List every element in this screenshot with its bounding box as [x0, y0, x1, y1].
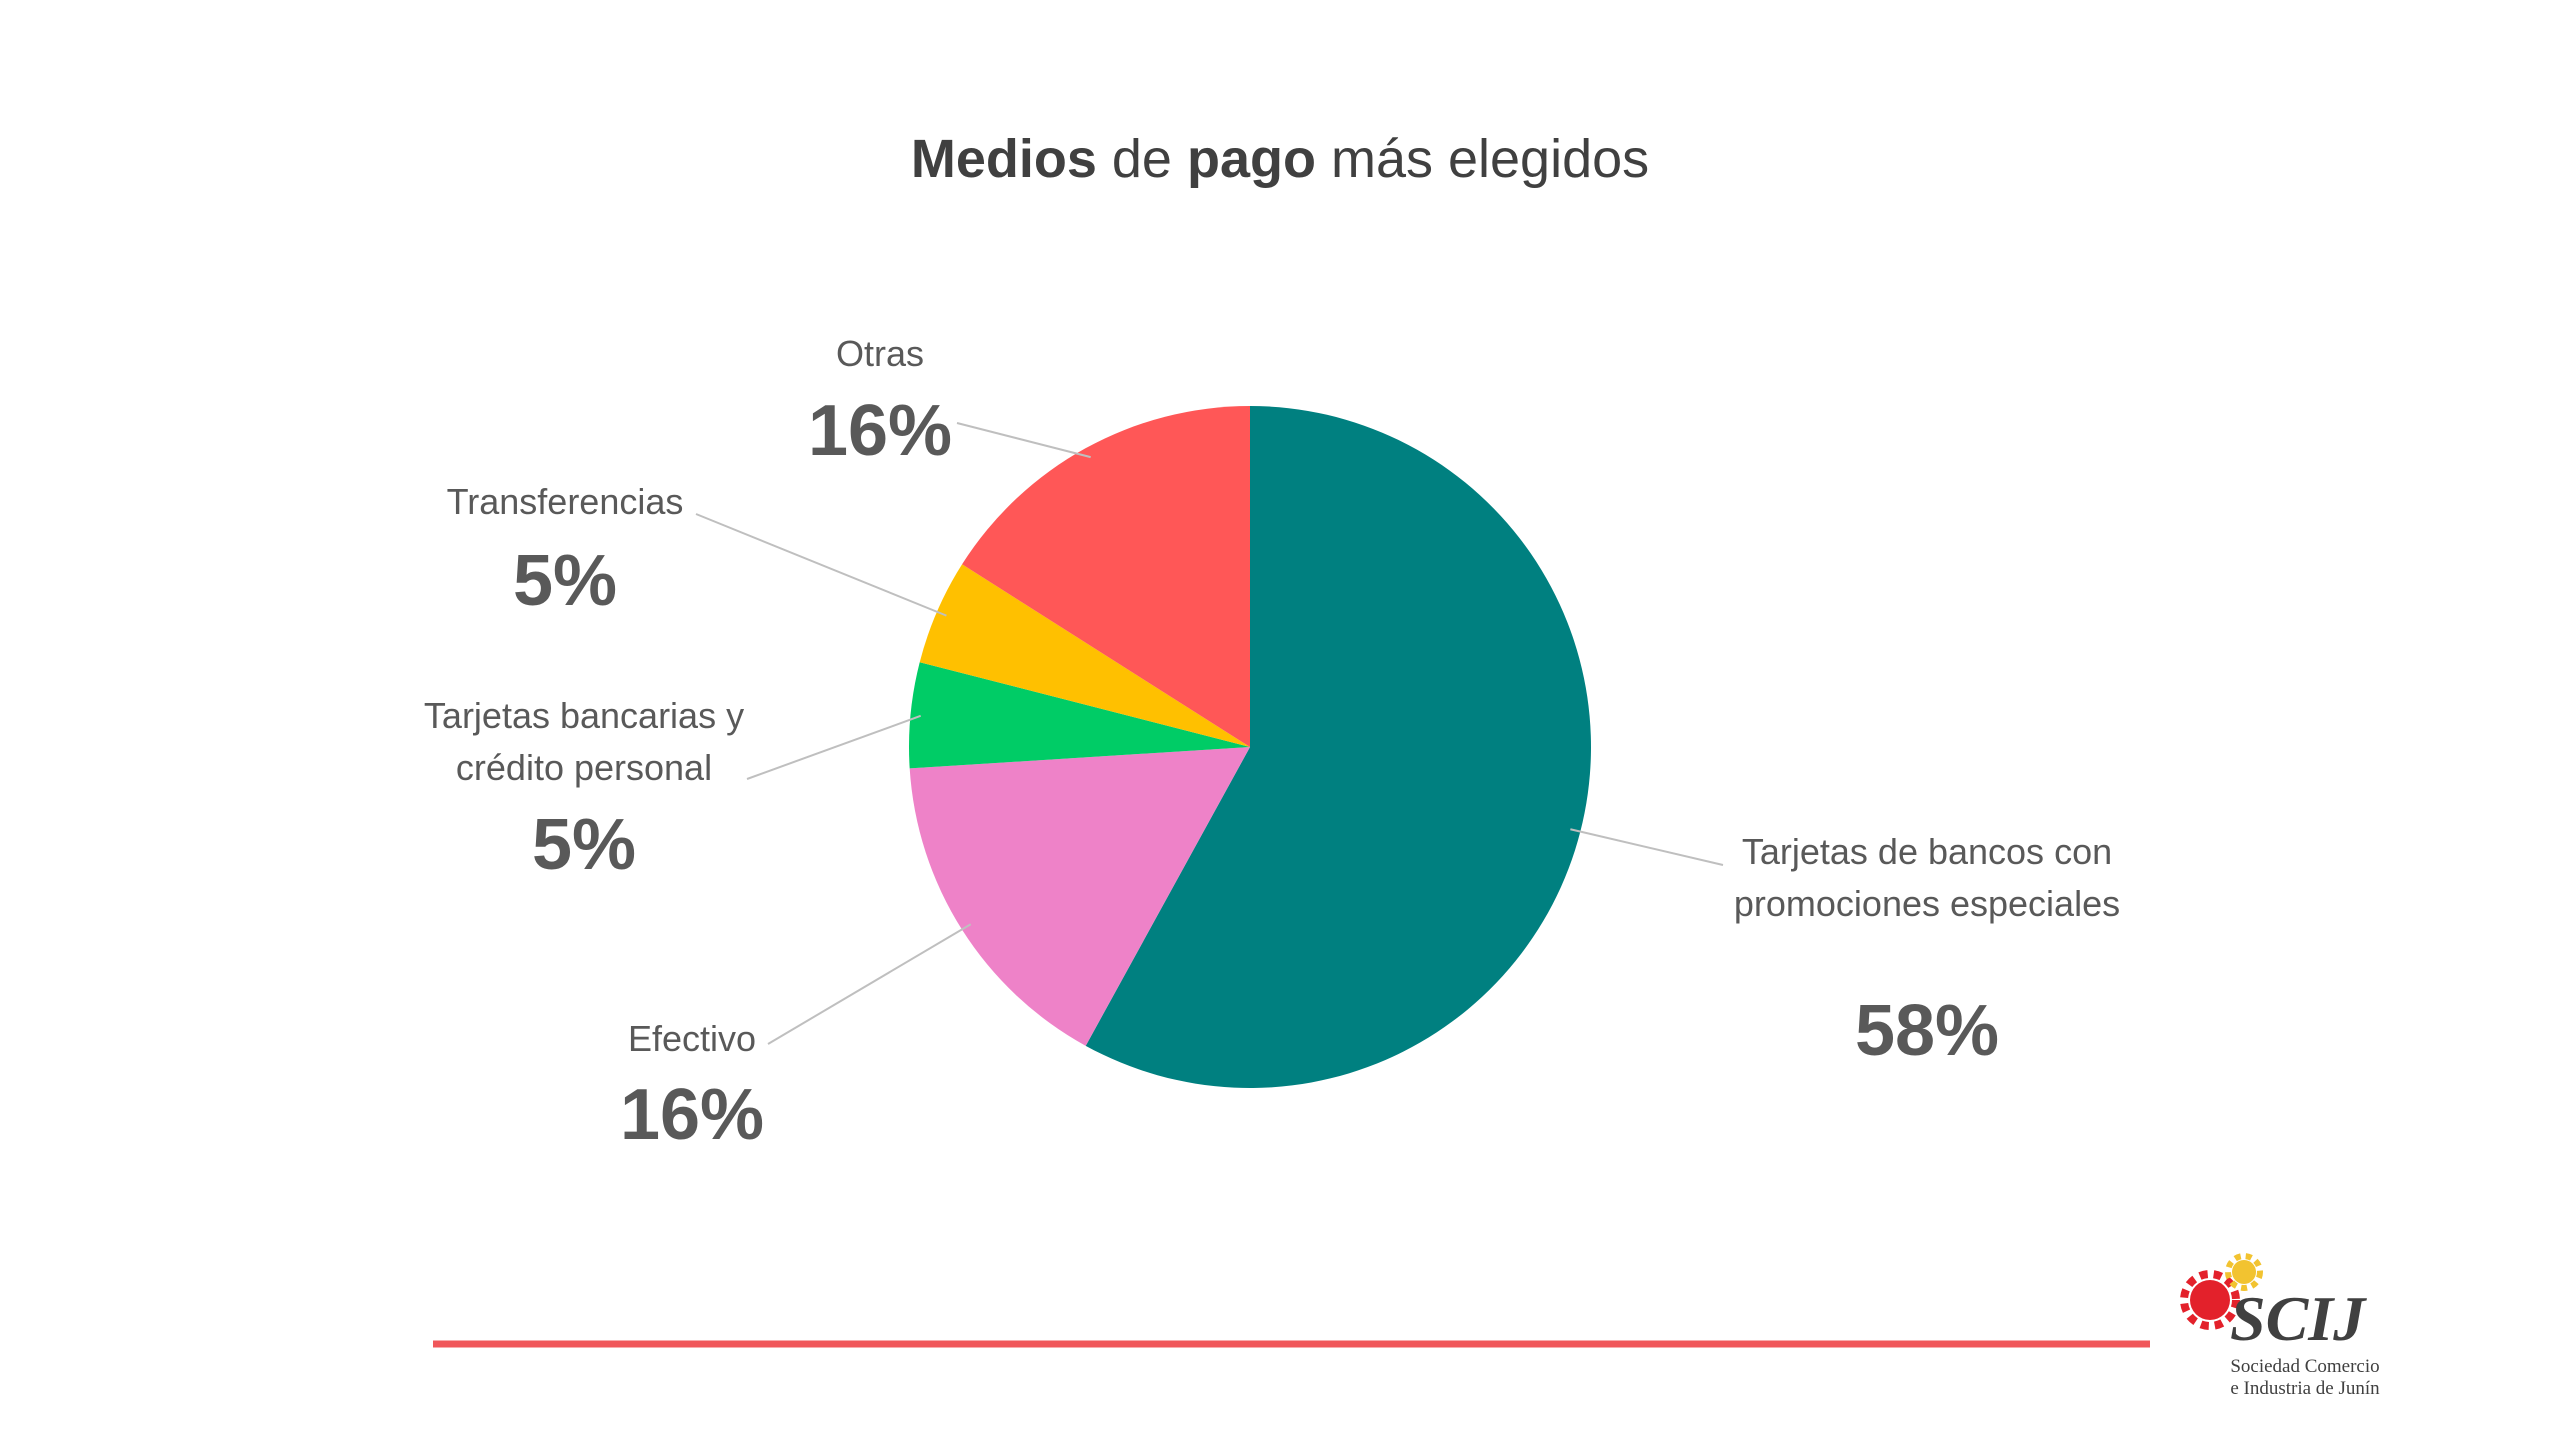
- pie-slice: [909, 662, 1250, 769]
- value-label: 5%: [531, 805, 637, 885]
- pie-slice: [909, 747, 1250, 1046]
- logo-text: Sociedad Comercio: [2230, 1356, 2380, 1377]
- leader-line: [695, 513, 947, 617]
- slice-label: Otras: [835, 333, 924, 374]
- slice-label: Transferencias: [446, 481, 684, 522]
- slice-label: Efectivo: [627, 1018, 757, 1059]
- logo-icon: [2180, 1253, 2263, 1330]
- value-label: 16%: [619, 1075, 765, 1155]
- value-label: 5%: [512, 541, 618, 621]
- slice-label: Tarjetas de bancos con promociones espec…: [1733, 831, 2121, 924]
- chart-title: Medios de pago más elegidos: [0, 128, 2560, 190]
- title-part: Medios: [910, 129, 1097, 189]
- leader-line: [956, 422, 1091, 459]
- title-part: más elegidos: [1315, 129, 1650, 189]
- value-label: 58%: [1854, 991, 2000, 1071]
- value-label: 16%: [807, 391, 953, 471]
- title-part: de: [1096, 129, 1187, 189]
- pie-slice: [919, 564, 1250, 747]
- pie-slice: [962, 406, 1250, 747]
- slice-label: Tarjetas bancarias y crédito personal: [423, 695, 745, 788]
- logo-text: e Industria de Junín: [2230, 1378, 2380, 1399]
- leader-line: [746, 714, 922, 780]
- leader-line: [767, 923, 972, 1045]
- logo-name: SCIJ: [2230, 1283, 2366, 1354]
- leader-line: [1570, 828, 1724, 866]
- title-part: pago: [1186, 129, 1316, 189]
- pie-slice: [1085, 406, 1592, 1088]
